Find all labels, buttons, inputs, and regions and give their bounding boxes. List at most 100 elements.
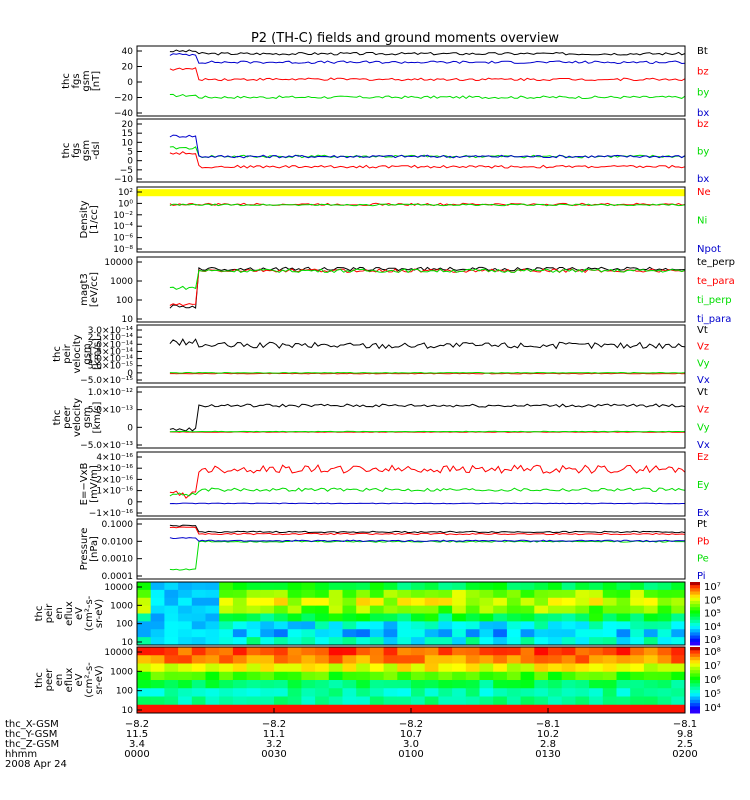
spectrogram-cell [616,696,631,706]
spectrogram-cell [274,637,289,646]
spectrogram-cell [411,680,426,689]
spectrogram-cell [589,582,604,591]
spectrogram-cell [383,671,398,681]
legend-bz: bz [697,67,709,78]
x-row-value: −8.1 [673,719,697,730]
spectrogram-cell [411,613,426,622]
spectrogram-cell [287,696,302,706]
colorbar-segment [690,666,700,671]
spectrogram-cell [356,613,371,622]
spectrogram-cell [191,613,206,622]
spectrogram-cell [561,589,576,599]
spectrogram-cell [657,696,672,706]
spectrogram-cell [232,589,248,599]
colorbar-segment [690,689,700,694]
spectrogram-cell [315,597,330,607]
colorbar-segment [690,680,700,684]
spectrogram-cell [438,671,453,681]
y-tick-label: 5.0×10⁻¹⁵ [88,362,134,372]
spectrogram-cell [479,637,494,646]
panel-fgs_gsm: 40 20 0 −20 −40 thcfgsgsm[nT] Bt bz by bx [61,45,709,119]
spectrogram-cell [561,621,576,630]
legend-Vt: Vt [697,387,708,398]
legend-Bt: Bt [697,46,708,57]
spectrogram-cell [287,613,302,622]
spectrogram-cell [246,680,261,689]
spectrogram-cell [342,688,357,697]
spectrogram-cell [452,629,467,638]
spectrogram-cell [671,663,686,673]
y-axis-label: thcpeerenefluxeV(cm²-s-sr-eV) [34,662,105,698]
spectrogram-cell [164,621,179,630]
colorbar-segment [690,673,700,678]
legend-Ey: Ey [697,480,709,491]
spectrogram-cell [465,637,480,646]
spectrogram-cell [616,647,631,656]
spectrogram-cell [301,589,316,599]
colorbar-segment [690,582,700,586]
spectrogram-cell [671,696,686,706]
spectrogram-cell [164,647,179,656]
spectrogram-cell [315,663,330,673]
y-tick-label: 10⁻⁶ [113,234,133,244]
spectrogram-cell [520,613,535,622]
x-row-value: −8.2 [399,719,423,730]
y-tick-label: 10000 [104,648,133,658]
spectrogram-cell [616,605,631,614]
spectrogram-cell [671,655,686,664]
spectrogram-cell [506,655,522,664]
spectrogram-cell [493,597,508,607]
spectrogram-cell [356,671,371,681]
y-tick-label: 10 [122,138,134,148]
spectrogram-cell [342,696,357,706]
spectrogram-cell [548,696,563,706]
y-tick-label: 1×10⁻¹⁶ [96,487,133,497]
spectrogram-cell [506,696,522,706]
spectrogram-cell [342,613,357,622]
spectrogram-cell [643,647,659,656]
spectrogram-cell [150,663,165,673]
spectrogram-cell [137,589,152,599]
spectrogram-cell [534,621,549,630]
spectrogram-cell [397,629,412,638]
spectrogram-cell [630,655,645,664]
spectrogram-cell [589,696,604,706]
spectrogram-cell [424,621,439,630]
x-row-value: 9.8 [677,729,693,740]
spectrogram-cell [205,688,220,697]
spectrogram-cell [191,663,206,673]
spectrogram-cell [178,605,193,614]
spectrogram-cell [246,582,261,591]
spectrogram-cell [397,605,412,614]
spectrogram-cell [616,582,631,591]
spectrogram-cell [465,605,480,614]
y-tick-label: −10 [114,175,133,185]
spectrogram-cell [328,589,343,599]
spectrogram-cell [232,629,248,638]
spectrogram-cell [191,688,206,697]
spectrogram-cell [246,647,261,656]
spectrogram-cell [342,605,357,614]
spectrogram-cell [369,613,385,622]
spectrogram-cell [137,647,152,656]
spectrogram-cell [424,663,439,673]
legend-ti_para: ti_para [697,314,731,325]
spectrogram-cell [602,589,617,599]
legend-Vy: Vy [697,358,710,369]
spectrogram-cell [424,589,439,599]
spectrogram-cell [561,688,576,697]
spectrogram-cell [315,629,330,638]
spectrogram-cell [561,613,576,622]
spectrogram-cell [369,696,385,706]
spectrogram-cell [452,621,467,630]
spectrogram-cell [602,696,617,706]
spectrogram-cell [630,629,645,638]
spectrogram-cell [397,647,412,656]
colorbar-segment [690,588,700,592]
spectrogram-cell [301,582,316,591]
spectrogram-cell [575,597,590,607]
spectrogram-cell [287,704,302,714]
date-label: 2008 Apr 24 [5,759,67,770]
spectrogram-cell [671,605,686,614]
